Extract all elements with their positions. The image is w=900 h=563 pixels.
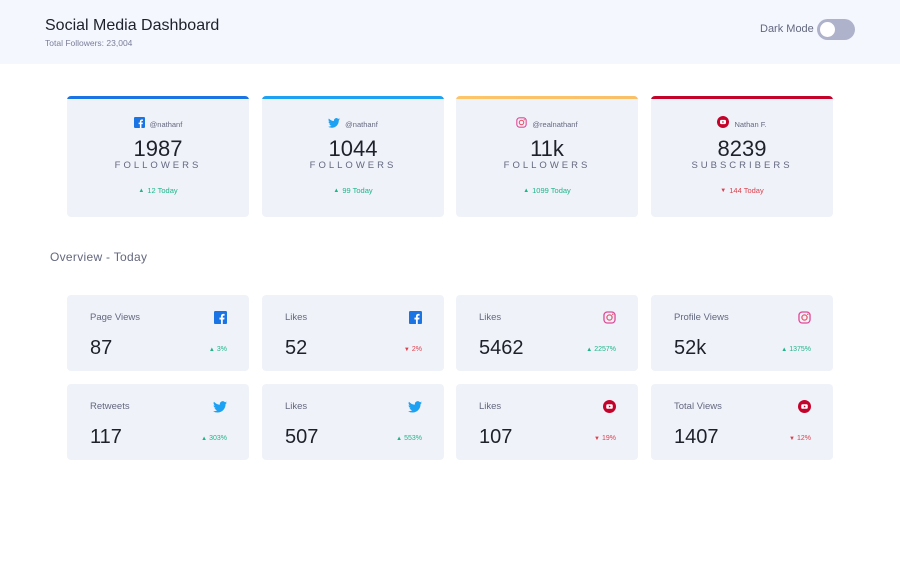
overview-card[interactable]: Total Views 1407 ▼ 12%	[651, 384, 833, 460]
card-delta: 1099 Today	[532, 186, 571, 195]
header: Social Media Dashboard Total Followers: …	[0, 0, 900, 64]
up-arrow-icon: ▲	[138, 187, 145, 194]
card-unit: SUBSCRIBERS	[691, 160, 793, 171]
twitter-icon	[408, 400, 422, 418]
card-twitter[interactable]: @nathanf 1044 FOLLOWERS ▲ 99 Today	[262, 96, 444, 217]
overview-value: 5462	[479, 337, 524, 359]
card-instagram[interactable]: @realnathanf 11k FOLLOWERS ▲ 1099 Today	[456, 96, 638, 217]
up-arrow-icon: ▲	[781, 346, 788, 353]
instagram-icon	[516, 115, 528, 133]
card-accent	[651, 96, 833, 99]
overview-delta: 2257%	[594, 346, 616, 353]
youtube-icon	[603, 400, 616, 418]
overview-card[interactable]: Retweets 117 ▲ 303%	[67, 384, 249, 460]
overview-value: 52	[285, 337, 308, 359]
overview-label: Total Views	[674, 401, 722, 412]
card-delta: 144 Today	[729, 186, 764, 195]
dark-mode-label: Dark Mode	[760, 23, 814, 35]
toggle-knob	[820, 22, 835, 37]
card-youtube[interactable]: Nathan F. 8239 SUBSCRIBERS ▼ 144 Today	[651, 96, 833, 217]
down-arrow-icon: ▼	[720, 187, 727, 194]
overview-card[interactable]: Likes 5462 ▲ 2257%	[456, 295, 638, 371]
up-arrow-icon: ▲	[333, 187, 340, 194]
overview-delta: 3%	[216, 346, 227, 353]
overview-delta: 1375%	[789, 346, 811, 353]
overview-label: Likes	[479, 312, 502, 323]
card-count: 1044	[328, 136, 378, 161]
card-unit: FOLLOWERS	[503, 160, 591, 171]
overview-label: Page Views	[90, 312, 140, 323]
card-accent	[262, 96, 444, 99]
page-title: Social Media Dashboard	[45, 17, 220, 34]
overview-value: 1407	[674, 426, 719, 448]
up-arrow-icon: ▲	[396, 435, 403, 442]
overview-label: Likes	[285, 312, 308, 323]
instagram-icon	[798, 311, 811, 329]
overview-label: Profile Views	[674, 312, 729, 323]
card-handle: @nathanf	[149, 119, 183, 129]
overview-value: 52k	[674, 337, 707, 359]
youtube-icon	[717, 115, 730, 133]
overview-value: 507	[285, 426, 319, 448]
overview-delta: 2%	[411, 346, 422, 353]
overview-label: Likes	[285, 401, 308, 412]
overview-value: 87	[90, 337, 113, 359]
down-arrow-icon: ▼	[789, 435, 795, 442]
instagram-icon	[603, 311, 616, 329]
card-handle: @realnathanf	[532, 119, 578, 129]
overview-card[interactable]: Likes 507 ▲ 553%	[262, 384, 444, 460]
up-arrow-icon: ▲	[523, 187, 530, 194]
card-facebook[interactable]: @nathanf 1987 FOLLOWERS ▲ 12 Today	[67, 96, 249, 217]
up-arrow-icon: ▲	[208, 346, 215, 353]
card-accent	[456, 96, 638, 99]
overview-delta: 19%	[601, 435, 616, 442]
card-delta: 99 Today	[342, 186, 373, 195]
facebook-icon	[214, 311, 227, 329]
overview-card[interactable]: Profile Views 52k ▲ 1375%	[651, 295, 833, 371]
overview-label: Likes	[479, 401, 502, 412]
card-delta: 12 Today	[147, 186, 178, 195]
card-handle: @nathanf	[345, 119, 378, 129]
card-count: 1987	[133, 136, 183, 161]
card-unit: FOLLOWERS	[114, 160, 202, 171]
overview-delta: 553%	[404, 435, 422, 442]
card-accent	[67, 96, 249, 99]
down-arrow-icon: ▼	[594, 435, 600, 442]
facebook-icon	[133, 115, 145, 133]
overview-card[interactable]: Likes 107 ▼ 19%	[456, 384, 638, 460]
card-handle: Nathan F.	[734, 119, 767, 129]
card-unit: FOLLOWERS	[309, 160, 397, 171]
overview-value: 107	[479, 426, 513, 448]
overview-value: 117	[90, 426, 122, 448]
twitter-icon	[328, 115, 341, 133]
down-arrow-icon: ▼	[403, 346, 410, 353]
youtube-icon	[798, 400, 811, 418]
overview-title: Overview - Today	[50, 250, 148, 264]
up-arrow-icon: ▲	[586, 346, 593, 353]
overview-card[interactable]: Likes 52 ▼ 2%	[262, 295, 444, 371]
card-count: 8239	[717, 136, 767, 161]
card-count: 11k	[530, 136, 564, 161]
dark-mode-toggle[interactable]	[817, 19, 855, 40]
overview-delta: 303%	[209, 435, 227, 442]
overview-delta: 12%	[796, 435, 811, 442]
total-followers: Total Followers: 23,004	[45, 38, 133, 48]
twitter-icon	[213, 400, 227, 418]
facebook-icon	[409, 311, 422, 329]
up-arrow-icon: ▲	[201, 435, 208, 442]
overview-label: Retweets	[90, 401, 130, 412]
overview-card[interactable]: Page Views 87 ▲ 3%	[67, 295, 249, 371]
